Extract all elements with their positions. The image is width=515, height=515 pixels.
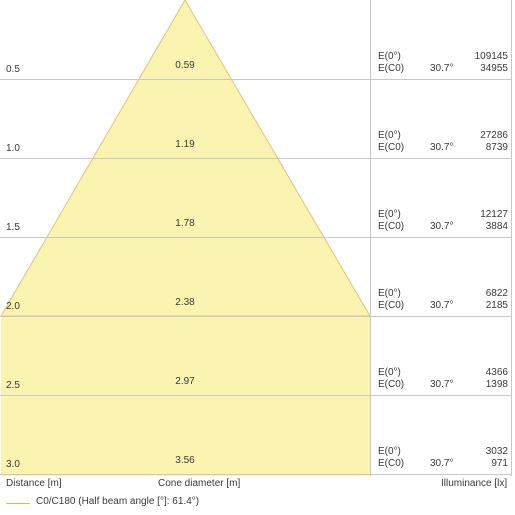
beam-angle-value: 30.7° — [430, 458, 453, 469]
e0-label: E(0°) — [378, 130, 401, 141]
distance-value: 1.5 — [6, 222, 20, 233]
beam-angle-value: 30.7° — [430, 300, 453, 311]
cone-diameter-value: 3.56 — [175, 455, 195, 466]
e0-label: E(0°) — [378, 209, 401, 220]
cone-diameter-value: 2.97 — [175, 376, 195, 387]
ec0-illuminance-value: 2185 — [486, 300, 509, 311]
ec0-label: E(C0) — [378, 300, 404, 311]
ec0-illuminance-value: 3884 — [486, 221, 509, 232]
ec0-label: E(C0) — [378, 63, 404, 74]
distance-value: 2.5 — [6, 380, 20, 391]
e0-illuminance-value: 6822 — [486, 288, 509, 299]
cone-diameter-value: 1.19 — [175, 139, 195, 150]
e0-illuminance-value: 27286 — [480, 130, 508, 141]
distance-value: 1.0 — [6, 143, 20, 154]
distance-value: 2.0 — [6, 301, 20, 312]
illuminance-axis-label: Illuminance [lx] — [441, 478, 508, 489]
beam-angle-value: 30.7° — [430, 221, 453, 232]
e0-label: E(0°) — [378, 446, 401, 457]
e0-label: E(0°) — [378, 367, 401, 378]
cone-diameter-value: 2.38 — [175, 297, 195, 308]
ec0-label: E(C0) — [378, 458, 404, 469]
distance-value: 3.0 — [6, 459, 20, 470]
cone-diameter-value: 1.78 — [175, 218, 195, 229]
distance-value: 0.5 — [6, 64, 20, 75]
beam-angle-value: 30.7° — [430, 142, 453, 153]
e0-illuminance-value: 12127 — [480, 209, 508, 220]
ec0-label: E(C0) — [378, 142, 404, 153]
e0-label: E(0°) — [378, 288, 401, 299]
ec0-illuminance-value: 1398 — [486, 379, 509, 390]
legend-line-icon — [6, 503, 30, 504]
e0-illuminance-value: 109145 — [475, 51, 509, 62]
legend-label: C0/C180 (Half beam angle [°]: 61.4°) — [36, 496, 200, 507]
e0-illuminance-value: 4366 — [486, 367, 509, 378]
grid-lines — [0, 0, 512, 476]
beam-angle-value: 30.7° — [430, 63, 453, 74]
cone-diameter-value: 0.59 — [175, 60, 195, 71]
e0-illuminance-value: 3032 — [486, 446, 509, 457]
e0-label: E(0°) — [378, 51, 401, 62]
ec0-label: E(C0) — [378, 221, 404, 232]
ec0-illuminance-value: 971 — [491, 458, 508, 469]
cone-diameter-axis-label: Cone diameter [m] — [158, 478, 241, 489]
ec0-illuminance-value: 34955 — [480, 63, 508, 74]
ec0-label: E(C0) — [378, 379, 404, 390]
beam-angle-value: 30.7° — [430, 379, 453, 390]
distance-axis-label: Distance [m] — [6, 478, 62, 489]
ec0-illuminance-value: 8739 — [486, 142, 509, 153]
